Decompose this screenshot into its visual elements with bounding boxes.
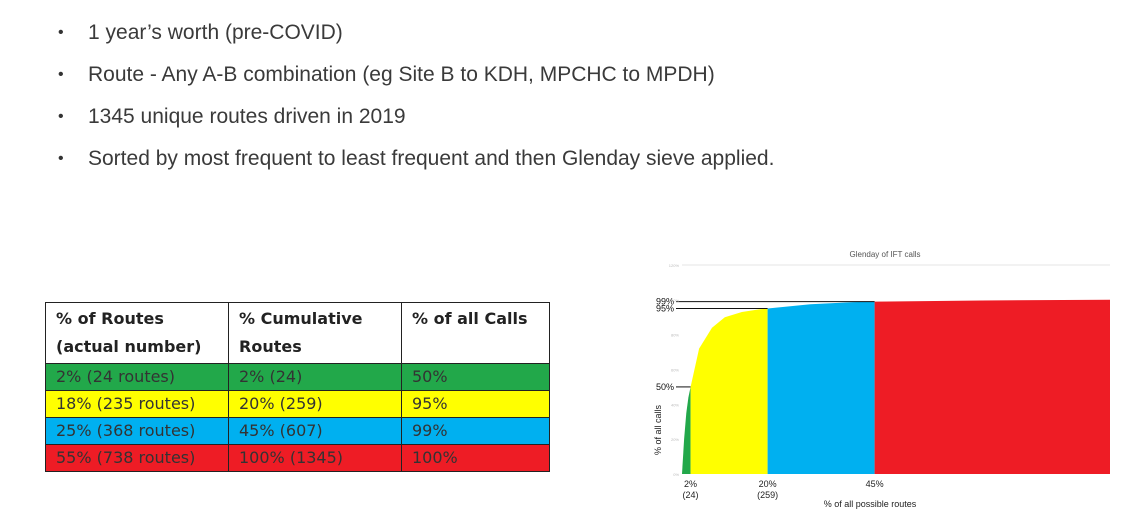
header-cumulative: % Cumulative Routes <box>228 302 402 364</box>
bullet-icon: • <box>58 108 64 125</box>
cell-calls: 100% <box>401 444 550 472</box>
x-tick-sublabel: (259) <box>757 490 778 500</box>
bullet-item: • Sorted by most frequent to least freque… <box>58 148 774 169</box>
y-tick-label: 20% <box>671 437 679 442</box>
x-axis-label: % of all possible routes <box>824 499 917 509</box>
annotation-label: 99% <box>656 297 674 307</box>
bullet-icon: • <box>58 150 64 167</box>
bullet-item: • 1 year’s worth (pre-COVID) <box>58 22 774 43</box>
cell-cumulative: 45% (607) <box>228 417 402 445</box>
bullet-list: • 1 year’s worth (pre-COVID) • Route - Any… <box>58 22 774 190</box>
table-row: 25% (368 routes) 45% (607) 99% <box>45 417 550 445</box>
annotation-label: 95% <box>656 304 674 314</box>
bullet-text: 1 year’s worth (pre-COVID) <box>88 21 343 44</box>
y-tick-label: 60% <box>671 368 679 373</box>
cell-routes: 2% (24 routes) <box>45 363 229 391</box>
chart-areas <box>682 299 1110 474</box>
annotation-lines: 50% 95%99% <box>656 264 1110 392</box>
area-segment-0 <box>682 386 691 474</box>
cell-cumulative: 20% (259) <box>228 390 402 418</box>
bullet-item: • 1345 unique routes driven in 2019 <box>58 106 774 127</box>
table-row: 55% (738 routes) 100% (1345) 100% <box>45 444 550 472</box>
x-tick-labels: 2%(24) 20%(259) 45% <box>683 479 884 500</box>
chart-title: Glenday of IFT calls <box>850 250 921 259</box>
y-axis-label: % of all calls <box>653 404 663 455</box>
annotation-label: 50% <box>656 382 674 392</box>
cell-calls: 99% <box>401 417 550 445</box>
y-tick-labels: 0% 20% 40% 60% 80% 100% 120% <box>669 263 680 477</box>
area-segment-1 <box>690 308 768 474</box>
bullet-text: 1345 unique routes driven in 2019 <box>88 105 406 128</box>
cell-calls: 50% <box>401 363 550 391</box>
x-tick-sublabel: (24) <box>683 490 699 500</box>
cell-routes: 25% (368 routes) <box>45 417 229 445</box>
x-tick-label: 20% <box>759 479 777 489</box>
table-row: 18% (235 routes) 20% (259) 95% <box>45 390 550 418</box>
y-tick-label: 0% <box>673 472 679 477</box>
bullet-item: • Route - Any A-B combination (eg Site B … <box>58 64 774 85</box>
glenday-table: % of Routes (actual number) % Cumulative… <box>45 302 550 472</box>
cell-routes: 55% (738 routes) <box>45 444 229 472</box>
area-segment-3 <box>874 299 1110 474</box>
y-tick-label: 120% <box>669 263 680 268</box>
glenday-chart: 50%95%99% 0%20%40%60%80%100%120% 2%(24)2… <box>653 250 1110 509</box>
table-row: 2% (24 routes) 2% (24) 50% <box>45 363 550 391</box>
area-segment-2 <box>767 301 875 474</box>
cell-cumulative: 2% (24) <box>228 363 402 391</box>
y-tick-label: 100% <box>669 298 680 303</box>
x-tick-label: 45% <box>866 479 884 489</box>
bullet-icon: • <box>58 66 64 83</box>
y-tick-label: 40% <box>671 402 679 407</box>
table-header-row: % of Routes (actual number) % Cumulative… <box>45 302 550 364</box>
cell-calls: 95% <box>401 390 550 418</box>
bullet-text: Sorted by most frequent to least frequen… <box>88 147 775 170</box>
header-routes: % of Routes (actual number) <box>45 302 229 364</box>
y-tick-label: 80% <box>671 333 679 338</box>
cell-cumulative: 100% (1345) <box>228 444 402 472</box>
bullet-text: Route - Any A-B combination (eg Site B t… <box>88 63 715 86</box>
header-calls: % of all Calls <box>401 302 550 364</box>
cell-routes: 18% (235 routes) <box>45 390 229 418</box>
x-tick-label: 2% <box>684 479 697 489</box>
bullet-icon: • <box>58 24 64 41</box>
